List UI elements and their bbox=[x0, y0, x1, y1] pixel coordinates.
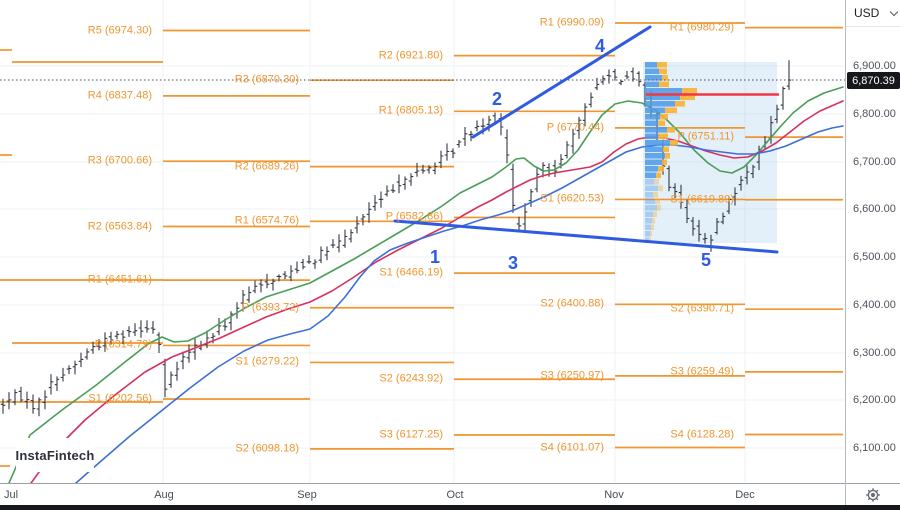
pivot-label[interactable]: S1 (6619.89) bbox=[670, 193, 734, 206]
pivot-label[interactable]: S2 (6243.92) bbox=[379, 372, 443, 385]
month-label-sep: Sep bbox=[297, 489, 317, 501]
pivot-label[interactable]: S3 (6250.97) bbox=[540, 369, 604, 382]
price-axis[interactable]: USD 6,870.39 6,900.00 6,800.00 6,700.00 6,6… bbox=[845, 0, 900, 483]
wave-label-1[interactable]: 1 bbox=[429, 247, 441, 267]
chart-canvas[interactable] bbox=[0, 0, 845, 483]
month-label-nov: Nov bbox=[604, 489, 624, 501]
pivot-label[interactable]: R1 (6574.76) bbox=[234, 214, 299, 227]
pivot-label[interactable]: R1 (6451.61) bbox=[87, 273, 152, 286]
wave-label-4[interactable]: 4 bbox=[594, 36, 606, 56]
price-tick: 6,100.00 bbox=[853, 442, 896, 454]
price-tick: 6,400.00 bbox=[853, 299, 896, 311]
pivot-label[interactable]: S1 (6620.53) bbox=[540, 192, 604, 205]
pivot-label[interactable]: S4 (6101.07) bbox=[540, 441, 604, 453]
pivot-label[interactable]: R3 (6700.66) bbox=[87, 154, 152, 167]
pivot-label[interactable]: R1 (6805.13) bbox=[378, 104, 443, 117]
month-label-aug: Aug bbox=[154, 489, 174, 501]
pivot-label[interactable]: R1 (6990.09) bbox=[539, 16, 604, 29]
instafintech-logo: InstaFintech bbox=[16, 438, 94, 472]
pivot-label[interactable]: S3 (6259.49) bbox=[670, 365, 734, 378]
pivot-label[interactable]: S1 (6202.56) bbox=[88, 392, 152, 405]
bottom-strip bbox=[0, 505, 900, 510]
pivot-label[interactable]: S2 (6098.18) bbox=[235, 442, 299, 455]
pivot-label[interactable]: S2 (6390.71) bbox=[670, 302, 734, 315]
pivot-label[interactable]: P (6770.44) bbox=[546, 121, 604, 134]
pivot-lines[interactable] bbox=[0, 22, 843, 467]
price-tick: 6,300.00 bbox=[853, 347, 896, 359]
pivot-label[interactable]: P (6751.11) bbox=[677, 130, 734, 143]
slow-ma-blue[interactable] bbox=[68, 125, 844, 483]
pivot-label[interactable]: R2 (6921.80) bbox=[378, 49, 443, 62]
price-tick: 6,800.00 bbox=[853, 108, 896, 120]
ohlc-bars[interactable] bbox=[0, 60, 792, 417]
pivot-label[interactable]: P (6393.72) bbox=[241, 301, 299, 314]
pivot-label[interactable]: R3 (6870.30) bbox=[234, 73, 299, 86]
pivot-label[interactable]: S1 (6279.22) bbox=[235, 355, 299, 368]
wave-label-5[interactable]: 5 bbox=[700, 250, 712, 270]
price-tick: 6,600.00 bbox=[853, 203, 896, 215]
price-tick: 6,700.00 bbox=[853, 156, 896, 168]
pivot-label[interactable]: S1 (6466.19) bbox=[379, 266, 443, 279]
mid-ma-red[interactable] bbox=[26, 100, 844, 483]
month-label-jul: Jul bbox=[3, 489, 19, 501]
price-tick: 6,500.00 bbox=[853, 251, 896, 263]
volume-profile[interactable] bbox=[645, 62, 697, 244]
pivot-label[interactable]: P (6314.79) bbox=[94, 338, 152, 351]
currency-selector[interactable]: USD bbox=[846, 0, 900, 27]
pivot-label[interactable]: R1 (6980.29) bbox=[669, 21, 734, 34]
currency-label: USD bbox=[854, 6, 880, 20]
chevron-down-icon bbox=[890, 7, 899, 16]
pivot-label[interactable]: S3 (6127.25) bbox=[379, 428, 443, 441]
wave-label-2[interactable]: 2 bbox=[491, 89, 503, 109]
pivot-label[interactable]: S4 (6128.28) bbox=[670, 428, 734, 440]
axis-settings-corner[interactable] bbox=[845, 483, 900, 505]
month-label-dec: Dec bbox=[735, 489, 755, 501]
month-label-oct: Oct bbox=[446, 489, 464, 501]
trendline-2[interactable] bbox=[393, 219, 779, 254]
price-chart-pane[interactable]: InstaFintech R5 (6974.30) R4 (6837.48) R3 … bbox=[0, 0, 845, 483]
price-tick: 6,200.00 bbox=[853, 394, 896, 406]
trendline-1[interactable] bbox=[471, 25, 652, 139]
fast-ma-green[interactable] bbox=[6, 86, 844, 483]
gear-icon bbox=[866, 487, 880, 502]
price-tick: 6,900.00 bbox=[853, 60, 896, 72]
wave-label-3[interactable]: 3 bbox=[507, 253, 519, 273]
time-axis[interactable]: Jul Aug Sep Oct Nov Dec bbox=[0, 483, 845, 505]
pivot-label[interactable]: R2 (6563.84) bbox=[87, 220, 152, 232]
pivot-label[interactable]: R2 (6689.26) bbox=[234, 160, 299, 173]
last-price-tag: 6,870.39 bbox=[847, 72, 900, 89]
pivot-label[interactable]: R4 (6837.48) bbox=[87, 89, 152, 102]
pivot-label[interactable]: S2 (6400.88) bbox=[540, 297, 604, 310]
pivot-label[interactable]: R5 (6974.30) bbox=[87, 24, 152, 36]
pivot-label[interactable]: P (6582.86) bbox=[385, 210, 443, 223]
